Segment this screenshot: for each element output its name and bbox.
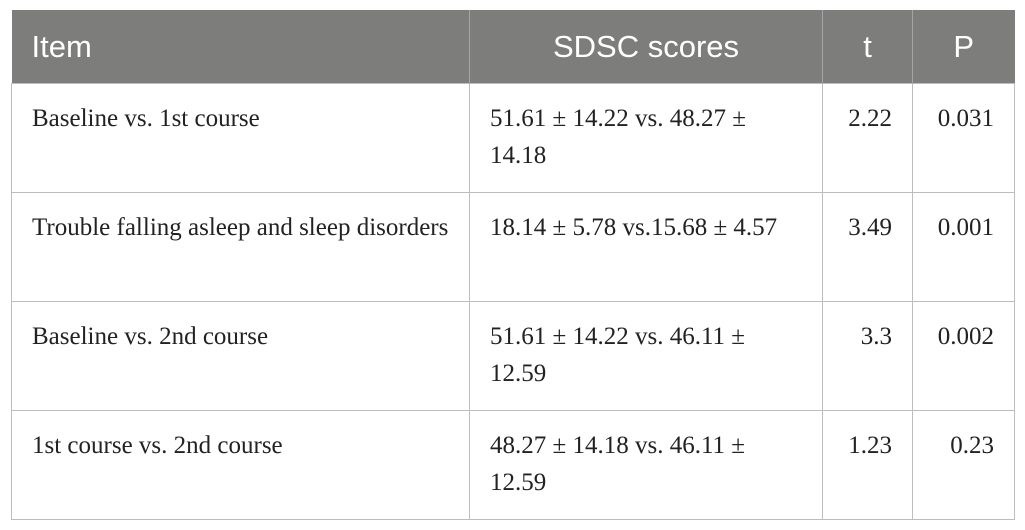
table-header: Item SDSC scores t P [11,10,1015,84]
results-table-container: Item SDSC scores t P Baseline vs. 1st co… [11,10,1015,520]
cell-scores: 48.27 ± 14.18 vs. 46.11 ± 12.59 [469,410,823,520]
cell-scores: 51.61 ± 14.22 vs. 46.11 ± 12.59 [469,301,823,411]
cell-p: 0.002 [912,301,1015,411]
cell-t: 3.3 [822,301,913,411]
cell-item: Trouble falling asleep and sleep disorde… [11,192,470,302]
table-body: Baseline vs. 1st course 51.61 ± 14.22 vs… [11,83,1015,520]
cell-scores: 18.14 ± 5.78 vs.15.68 ± 4.57 [469,192,823,302]
table-row: Trouble falling asleep and sleep disorde… [11,192,1015,302]
sdsc-results-table: Item SDSC scores t P Baseline vs. 1st co… [11,10,1015,520]
cell-t: 2.22 [822,83,913,193]
cell-item: 1st course vs. 2nd course [11,410,470,520]
table-row: Baseline vs. 2nd course 51.61 ± 14.22 vs… [11,301,1015,411]
cell-scores: 51.61 ± 14.22 vs. 48.27 ± 14.18 [469,83,823,193]
cell-t: 3.49 [822,192,913,302]
header-p: P [912,10,1015,84]
cell-item: Baseline vs. 2nd course [11,301,470,411]
cell-p: 0.001 [912,192,1015,302]
header-item: Item [11,10,470,84]
cell-p: 0.23 [912,410,1015,520]
cell-item: Baseline vs. 1st course [11,83,470,193]
table-row: Baseline vs. 1st course 51.61 ± 14.22 vs… [11,83,1015,193]
header-row: Item SDSC scores t P [11,10,1015,84]
header-t: t [822,10,913,84]
header-sdsc-scores: SDSC scores [469,10,823,84]
cell-t: 1.23 [822,410,913,520]
table-row: 1st course vs. 2nd course 48.27 ± 14.18 … [11,410,1015,520]
cell-p: 0.031 [912,83,1015,193]
